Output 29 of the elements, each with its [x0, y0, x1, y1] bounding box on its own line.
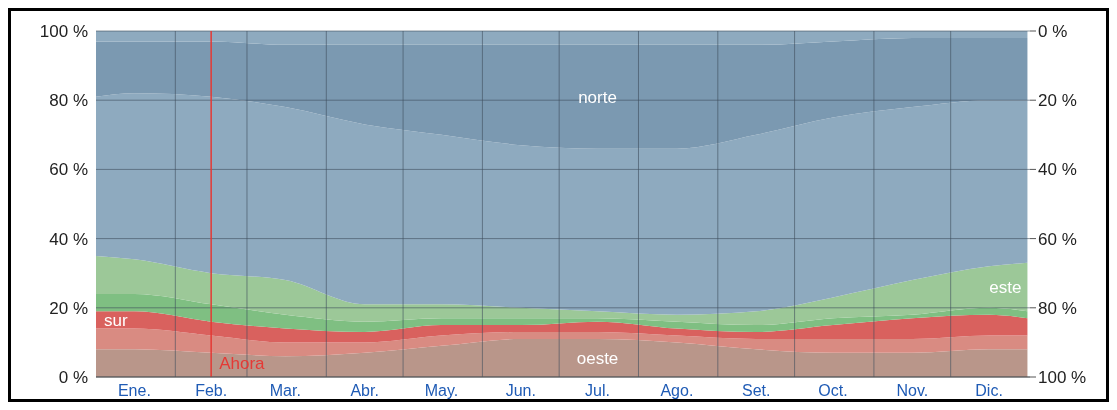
x-tick-label: Ene.	[117, 382, 151, 400]
y2-tick-label: 100 %	[1038, 368, 1087, 388]
y-tick-label: 20 %	[49, 298, 88, 318]
x-tick-label: May.	[424, 382, 459, 400]
y-tick-label: 40 %	[49, 229, 88, 249]
y2-tick-label: 40 %	[1038, 160, 1077, 180]
y2-tick-label: 20 %	[1038, 91, 1077, 111]
y-tick-label: 0 %	[58, 368, 88, 388]
series-label: sur	[104, 310, 128, 330]
y2-tick-label: 0 %	[1038, 22, 1068, 42]
y-tick-label: 60 %	[49, 160, 88, 180]
y-tick-label: 100 %	[39, 22, 88, 42]
ref-line-label: Ahora	[219, 354, 266, 373]
x-tick-label: Mar.	[269, 382, 301, 400]
x-tick-label: Ago.	[660, 382, 694, 400]
x-tick-label: Abr.	[350, 382, 379, 400]
x-tick-label: Jun.	[505, 382, 536, 400]
x-tick-label: Feb.	[195, 382, 228, 400]
y2-tick-label: 80 %	[1038, 298, 1077, 318]
x-tick-label: Oct.	[818, 382, 848, 400]
x-tick-label: Nov.	[896, 382, 929, 400]
series-label: norte	[578, 87, 617, 107]
x-tick-label: Jul.	[585, 382, 610, 400]
y-tick-label: 80 %	[49, 91, 88, 111]
x-tick-label: Set.	[741, 382, 771, 400]
series-label: oeste	[576, 348, 619, 368]
x-tick-label: Dic.	[975, 382, 1003, 400]
y2-tick-label: 60 %	[1038, 229, 1077, 249]
series-label: este	[989, 278, 1022, 298]
